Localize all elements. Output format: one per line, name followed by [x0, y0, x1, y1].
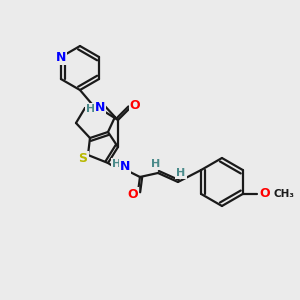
- Text: H: H: [151, 159, 160, 169]
- Text: O: O: [260, 188, 270, 200]
- Text: S: S: [79, 152, 88, 166]
- Text: N: N: [120, 160, 130, 173]
- Text: H: H: [176, 168, 186, 178]
- Text: O: O: [130, 98, 140, 112]
- Text: N: N: [95, 100, 105, 113]
- Text: O: O: [128, 188, 138, 202]
- Text: H: H: [86, 104, 96, 114]
- Text: CH₃: CH₃: [274, 189, 295, 199]
- Text: H: H: [112, 159, 122, 169]
- Text: N: N: [56, 50, 66, 64]
